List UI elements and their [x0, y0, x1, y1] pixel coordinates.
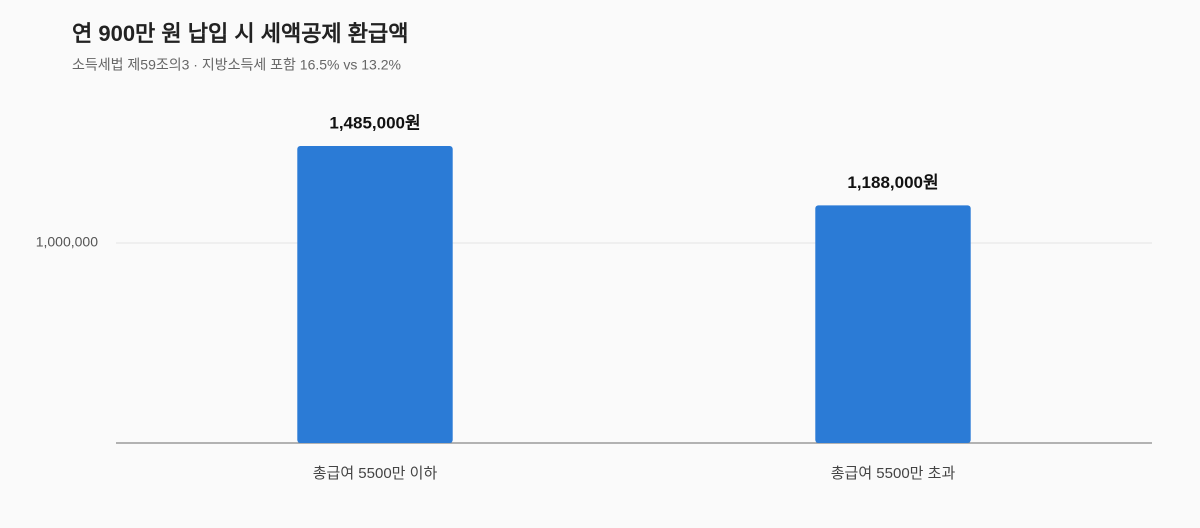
bar	[297, 146, 453, 443]
y-tick-label: 1,000,000	[36, 234, 98, 250]
x-tick-label: 총급여 5500만 이하	[313, 465, 438, 482]
chart-title: 연 900만 원 납입 시 세액공제 환급액	[72, 21, 409, 46]
chart-subtitle: 소득세법 제59조의3 · 지방소득세 포함 16.5% vs 13.2%	[72, 57, 401, 73]
bar	[815, 205, 971, 443]
x-tick-label: 총급여 5500만 초과	[831, 465, 956, 482]
value-label: 1,188,000원	[847, 173, 938, 192]
value-label: 1,485,000원	[329, 113, 420, 132]
